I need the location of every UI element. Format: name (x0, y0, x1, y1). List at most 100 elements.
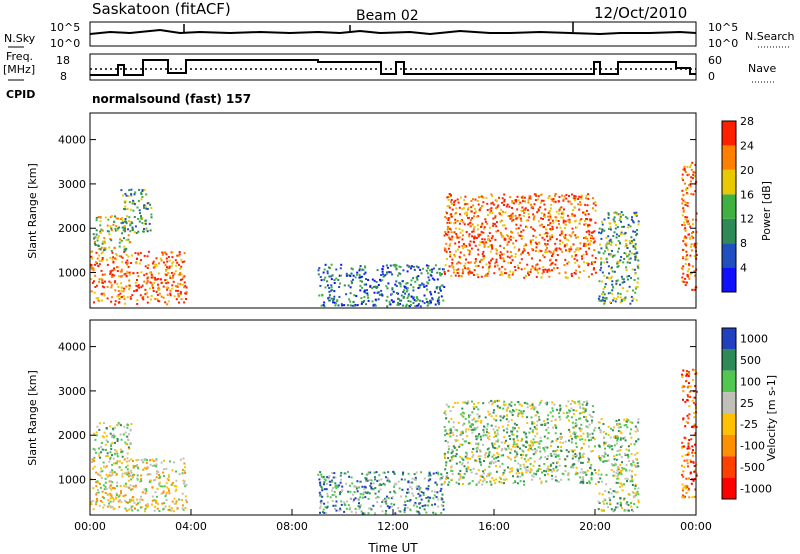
echo-cell (112, 457, 115, 460)
echo-cell (448, 193, 451, 196)
echo-cell (545, 428, 548, 431)
echo-cell (133, 216, 136, 218)
echo-cell (340, 263, 343, 266)
echo-cell (570, 235, 573, 238)
echo-cell (460, 219, 462, 222)
echo-cell (505, 427, 508, 430)
echo-cell (551, 269, 553, 272)
colorbar-tick-label: -1000 (740, 482, 772, 495)
echo-cell (555, 226, 558, 229)
echo-cell (550, 420, 553, 423)
echo-cell (437, 505, 440, 508)
echo-cell (686, 447, 689, 450)
echo-cell (137, 502, 139, 505)
echo-cell (578, 457, 581, 460)
echo-cell (126, 501, 129, 504)
echo-cell (132, 473, 135, 476)
echo-cell (448, 227, 451, 230)
echo-cell (555, 219, 558, 222)
echo-cell (513, 427, 516, 430)
echo-cell (169, 292, 172, 295)
echo-cell (586, 237, 589, 240)
echo-cell (572, 432, 575, 435)
echo-cell (164, 301, 167, 304)
echo-cell (548, 275, 551, 278)
echo-cell (604, 453, 607, 456)
echo-cell (533, 426, 536, 428)
echo-cell (691, 426, 693, 428)
echo-cell (609, 499, 612, 502)
echo-cell (185, 286, 188, 289)
echo-cell (454, 218, 457, 221)
echo-cell (126, 426, 129, 429)
echo-cell (477, 401, 480, 404)
echo-cell (477, 248, 480, 251)
echo-cell (548, 195, 551, 198)
echo-cell (486, 423, 489, 425)
echo-cell (615, 280, 618, 282)
echo-cell (602, 500, 605, 503)
echo-cell (103, 497, 105, 500)
echo-cell (180, 298, 183, 301)
echo-cell (109, 456, 112, 459)
echo-cell (349, 497, 352, 500)
echo-cell (113, 435, 116, 438)
echo-cell (477, 253, 480, 256)
echo-cell (601, 271, 604, 274)
echo-cell (96, 499, 99, 502)
echo-cell (542, 269, 545, 271)
echo-cell (100, 252, 103, 255)
echo-cell (466, 214, 468, 217)
echo-cell (619, 449, 622, 452)
echo-cell (635, 440, 638, 443)
echo-cell (541, 272, 544, 275)
echo-cell (691, 288, 694, 291)
echo-cell (422, 267, 424, 270)
echo-cell (551, 234, 554, 236)
echo-cell (466, 435, 469, 438)
echo-cell (125, 254, 128, 256)
echo-cell (630, 252, 633, 255)
echo-cell (637, 487, 640, 490)
echo-cell (490, 399, 493, 402)
echo-cell (326, 280, 329, 283)
echo-cell (175, 502, 178, 505)
echo-cell (687, 417, 690, 420)
echo-cell (473, 237, 476, 240)
echo-cell (380, 484, 383, 486)
echo-cell (400, 299, 403, 302)
beam-title: Beam 02 (356, 8, 419, 24)
echo-cell (483, 477, 485, 480)
echo-cell (145, 207, 148, 210)
echo-cell (427, 485, 430, 488)
echo-cell (693, 255, 696, 258)
echo-cell (627, 455, 630, 458)
nsky-tick-bottom: 10^0 (50, 37, 80, 50)
echo-cell (490, 209, 493, 212)
echo-cell (506, 242, 509, 245)
echo-cell (547, 224, 550, 227)
echo-cell (483, 425, 485, 428)
echo-cell (331, 500, 334, 502)
echo-cell (426, 301, 429, 304)
echo-cell (518, 472, 521, 475)
echo-cell (544, 251, 547, 254)
echo-cell (557, 445, 559, 448)
echo-cell (373, 476, 376, 479)
echo-cell (169, 277, 172, 279)
echo-cell (122, 295, 125, 298)
echo-cell (123, 237, 125, 240)
echo-cell (584, 213, 587, 216)
echo-cell (127, 238, 130, 241)
echo-cell (589, 433, 591, 436)
echo-cell (181, 472, 184, 475)
echo-cell (320, 485, 323, 488)
echo-cell (340, 503, 343, 506)
echo-cell (685, 244, 688, 247)
echo-cell (175, 298, 178, 301)
echo-cell (587, 193, 590, 196)
echo-cell (622, 213, 625, 216)
echo-cell (500, 219, 503, 222)
echo-cell (450, 228, 452, 231)
echo-cell (118, 245, 121, 248)
